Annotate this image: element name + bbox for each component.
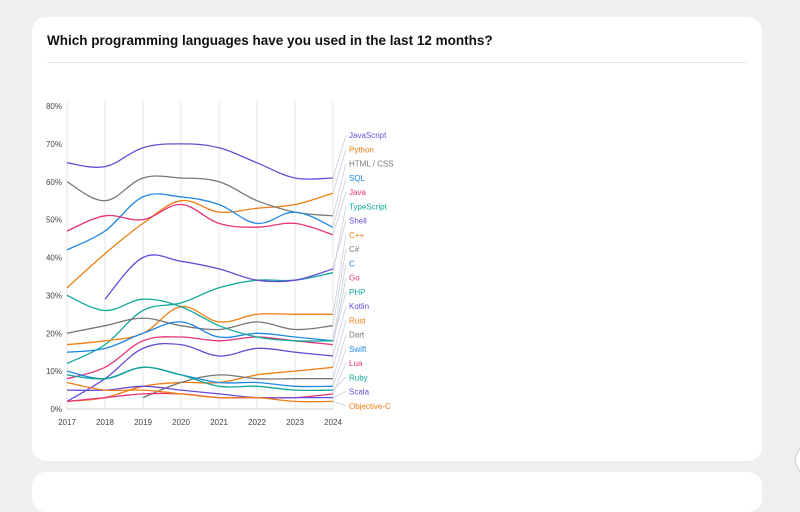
leader-line-objective-c: [332, 401, 347, 407]
x-tick-label: 2017: [58, 418, 76, 427]
y-tick-label: 40%: [46, 254, 62, 263]
series-line-c: [66, 317, 334, 334]
legend-label-php: PHP: [349, 288, 365, 297]
chart-card: Which programming languages have you use…: [32, 17, 762, 461]
series-line-c: [66, 306, 333, 346]
series-line-kotlin: [66, 342, 334, 402]
title-divider: [47, 62, 747, 63]
legend-label-shell: Shell: [349, 217, 367, 226]
y-tick-label: 60%: [46, 178, 62, 187]
leader-line-java: [332, 191, 347, 235]
x-tick-label: 2022: [248, 418, 266, 427]
series-line-php: [66, 294, 334, 342]
y-tick-label: 10%: [46, 367, 62, 376]
series-line-c: [66, 321, 334, 353]
series-line-dart: [142, 374, 333, 399]
leader-line-php: [332, 291, 347, 341]
leader-line-ruby: [332, 376, 347, 391]
x-tick-label: 2020: [172, 418, 190, 427]
legend-label-lua: Lua: [349, 359, 363, 368]
legend-label-typescript: TypeScript: [349, 202, 388, 211]
legend-label-java: Java: [349, 188, 366, 197]
legend-label-rust: Rust: [349, 316, 366, 325]
leader-line-c: [332, 234, 347, 315]
leader-line-html-css: [332, 163, 347, 216]
y-tick-label: 50%: [46, 216, 62, 225]
legend-label-swift: Swift: [349, 345, 367, 354]
legend-label-dart: Dart: [349, 331, 365, 340]
legend-label-ruby: Ruby: [349, 373, 368, 382]
y-tick-label: 0%: [50, 405, 62, 414]
leader-line-scala: [332, 391, 347, 398]
x-tick-label: 2018: [96, 418, 114, 427]
leader-line-javascript: [332, 134, 347, 179]
y-tick-label: 30%: [46, 291, 62, 300]
legend-label-html-css: HTML / CSS: [349, 160, 394, 169]
leader-line-kotlin: [332, 305, 347, 357]
legend-label-go: Go: [349, 274, 360, 283]
x-tick-label: 2021: [210, 418, 228, 427]
leader-line-lua: [332, 362, 347, 395]
x-tick-label: 2024: [324, 418, 342, 427]
leader-line-swift: [332, 348, 347, 387]
legend-label-c: C: [349, 259, 355, 268]
leader-line-c: [332, 263, 347, 341]
legend-label-javascript: JavaScript: [349, 131, 387, 140]
scroll-button[interactable]: ‹: [795, 444, 800, 476]
series-line-python: [66, 192, 334, 289]
legend-label-python: Python: [349, 145, 374, 154]
legend-label-sql: SQL: [349, 174, 366, 183]
series-line-java: [66, 203, 334, 236]
leader-line-c: [332, 248, 347, 326]
legend-label-c: C++: [349, 231, 364, 240]
y-tick-label: 20%: [46, 329, 62, 338]
y-tick-label: 80%: [46, 102, 62, 111]
leader-line-shell: [332, 220, 347, 269]
legend-label-kotlin: Kotlin: [349, 302, 369, 311]
series-line-html-css: [66, 175, 334, 217]
leader-line-sql: [332, 177, 347, 228]
series-line-shell: [104, 254, 334, 300]
series-line-objective-c: [66, 381, 334, 403]
chart-title: Which programming languages have you use…: [47, 33, 493, 48]
leader-line-python: [332, 149, 347, 194]
x-tick-label: 2019: [134, 418, 152, 427]
legend-label-c: C#: [349, 245, 360, 254]
line-chart: 0% 10% 20% 30% 40% 50% 60% 70% 80% 2017 2018 2019 20…: [46, 102, 394, 427]
x-tick-label: 2023: [286, 418, 304, 427]
legend-label-objective-c: Objective-C: [349, 402, 391, 411]
series-line-sql: [66, 193, 334, 251]
leader-line-dart: [332, 334, 347, 379]
series-line-javascript: [66, 143, 334, 180]
legend-label-scala: Scala: [349, 388, 370, 397]
y-tick-label: 70%: [46, 140, 62, 149]
series-line-ruby: [66, 366, 334, 392]
next-card: [32, 472, 762, 512]
leader-line-rust: [332, 320, 347, 368]
